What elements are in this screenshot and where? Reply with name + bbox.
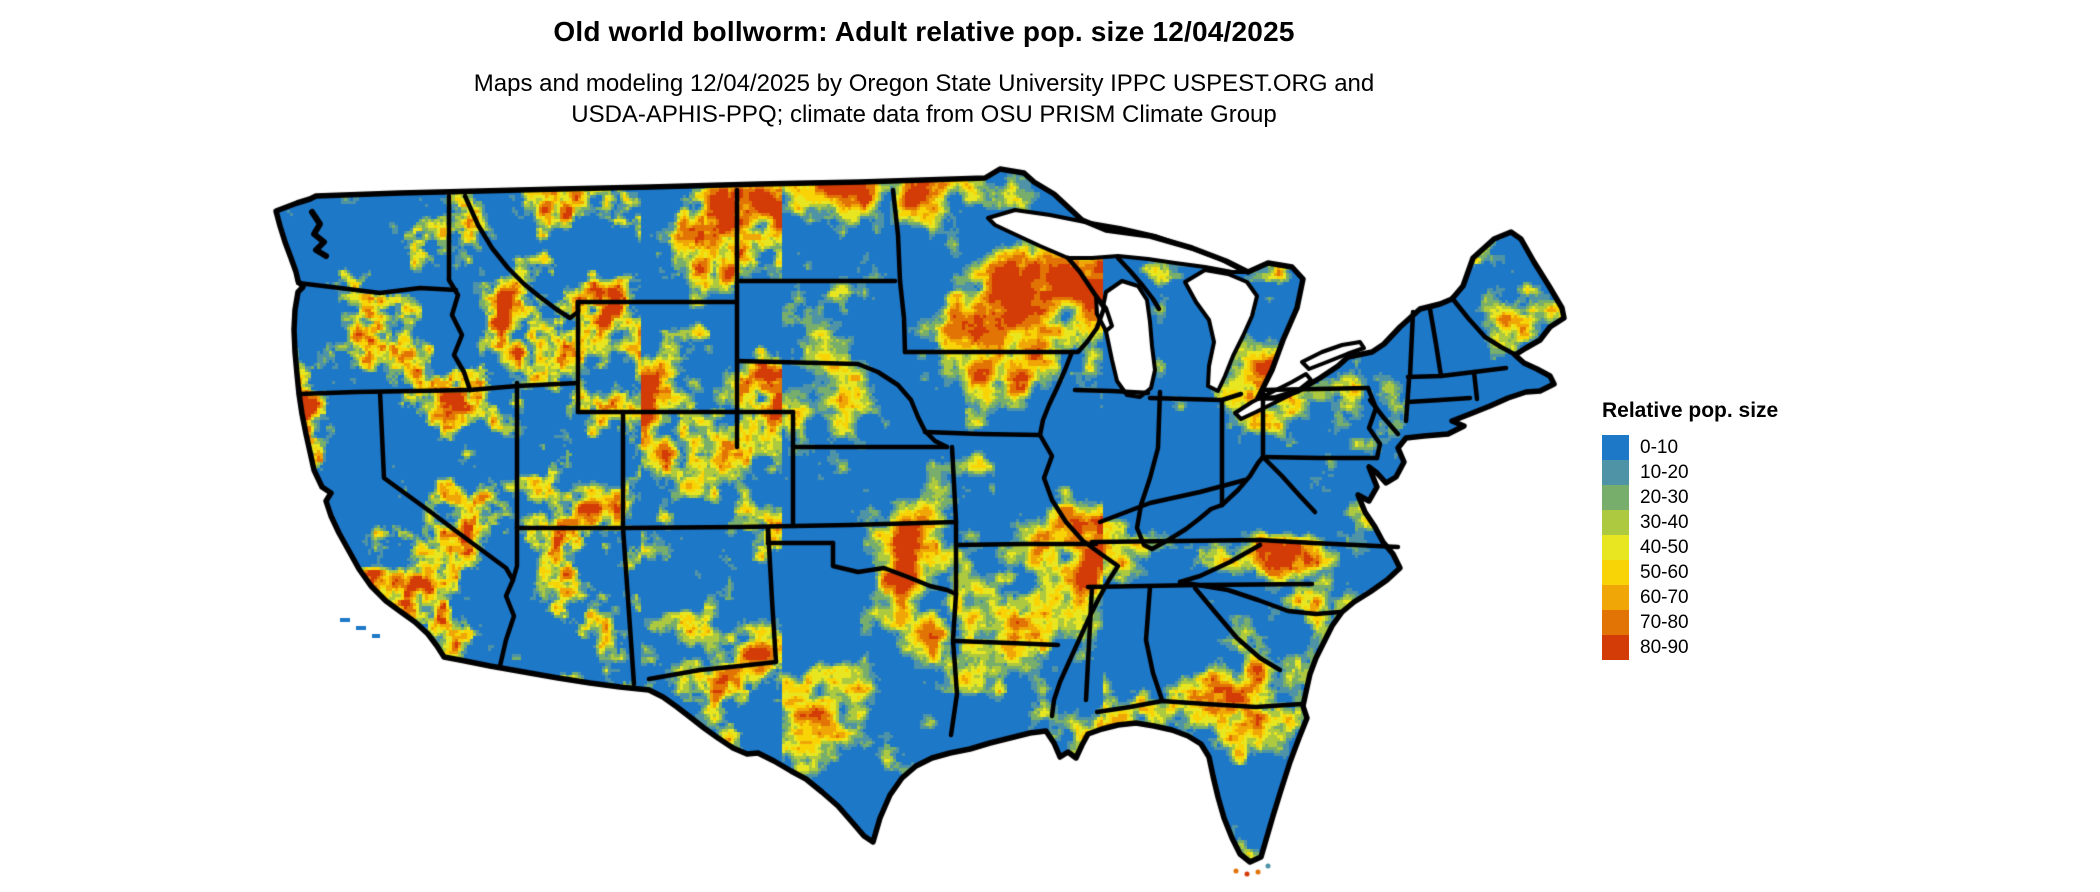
legend-label: 60-70 — [1640, 586, 1689, 608]
legend-item: 10-20 — [1602, 460, 1778, 485]
legend: Relative pop. size 0-10 10-20 20-30 30-40 40… — [1602, 399, 1778, 660]
legend-item: 30-40 — [1602, 510, 1778, 535]
legend-swatch — [1602, 485, 1629, 510]
legend-swatch — [1602, 435, 1629, 460]
legend-label: 50-60 — [1640, 561, 1689, 583]
legend-swatch — [1602, 610, 1629, 635]
legend-item: 70-80 — [1602, 610, 1778, 635]
legend-title: Relative pop. size — [1602, 399, 1779, 422]
subtitle-line-2: USDA-APHIS-PPQ; climate data from OSU PR… — [571, 101, 1277, 128]
legend-item: 40-50 — [1602, 535, 1778, 560]
legend-item: 20-30 — [1602, 485, 1778, 510]
legend-item: 50-60 — [1602, 560, 1778, 585]
legend-swatch — [1602, 585, 1629, 610]
legend-rows: 0-10 10-20 20-30 30-40 40-50 50-60 60-70 70-80 8… — [1602, 435, 1778, 660]
page-title: Old world bollworm: Adult relative pop. … — [553, 16, 1295, 47]
legend-swatch — [1602, 535, 1629, 560]
figure-header: Old world bollworm: Adult relative pop. … — [0, 16, 1848, 130]
legend-label: 20-30 — [1640, 486, 1689, 508]
subtitle-line-1: Maps and modeling 12/04/2025 by Oregon S… — [473, 70, 1375, 97]
legend-label: 40-50 — [1640, 536, 1689, 558]
legend-label: 30-40 — [1640, 511, 1689, 533]
legend-label: 80-90 — [1640, 636, 1689, 658]
legend-label: 10-20 — [1640, 461, 1689, 483]
legend-label: 0-10 — [1640, 436, 1679, 458]
legend-item: 80-90 — [1602, 635, 1778, 660]
legend-swatch — [1602, 560, 1629, 585]
legend-label: 70-80 — [1640, 611, 1689, 633]
legend-item: 60-70 — [1602, 585, 1778, 610]
legend-item: 0-10 — [1602, 435, 1778, 460]
legend-swatch — [1602, 510, 1629, 535]
legend-swatch — [1602, 460, 1629, 485]
legend-swatch — [1602, 635, 1629, 660]
